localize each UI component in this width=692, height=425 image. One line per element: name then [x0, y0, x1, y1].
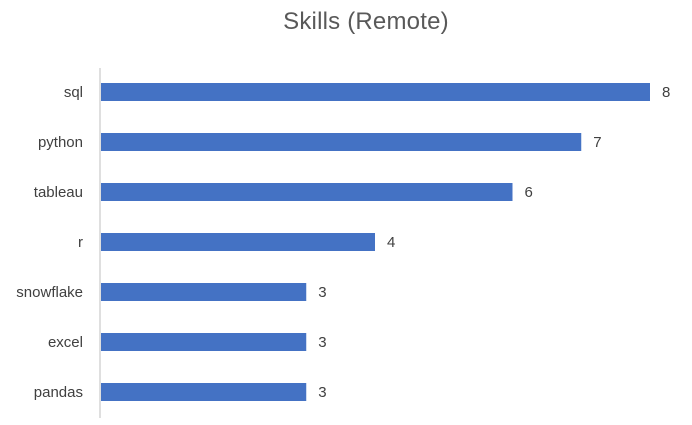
category-label-excel: excel	[48, 334, 83, 351]
bar-snowflake	[101, 283, 307, 301]
bar-tableau	[101, 183, 513, 201]
category-label-python: python	[38, 134, 83, 151]
category-label-r: r	[78, 234, 83, 251]
data-label-tableau: 6	[525, 184, 533, 201]
data-label-r: 4	[387, 234, 395, 251]
chart-title: Skills (Remote)	[283, 8, 449, 35]
category-label-snowflake: snowflake	[16, 284, 83, 301]
bar-sql	[101, 83, 650, 101]
bar-r	[101, 233, 375, 251]
category-label-pandas: pandas	[34, 384, 83, 401]
data-label-sql: 8	[662, 84, 670, 101]
bar-pandas	[101, 383, 307, 401]
data-label-pandas: 3	[318, 384, 326, 401]
category-label-tableau: tableau	[34, 184, 83, 201]
data-label-python: 7	[593, 134, 601, 151]
bar-python	[101, 133, 582, 151]
data-label-snowflake: 3	[318, 284, 326, 301]
category-label-sql: sql	[64, 84, 83, 101]
bar-excel	[101, 333, 307, 351]
data-label-excel: 3	[318, 334, 326, 351]
